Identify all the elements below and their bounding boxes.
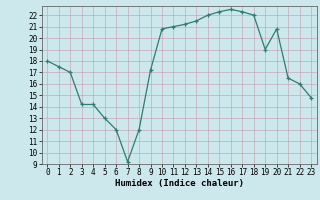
X-axis label: Humidex (Indice chaleur): Humidex (Indice chaleur)	[115, 179, 244, 188]
